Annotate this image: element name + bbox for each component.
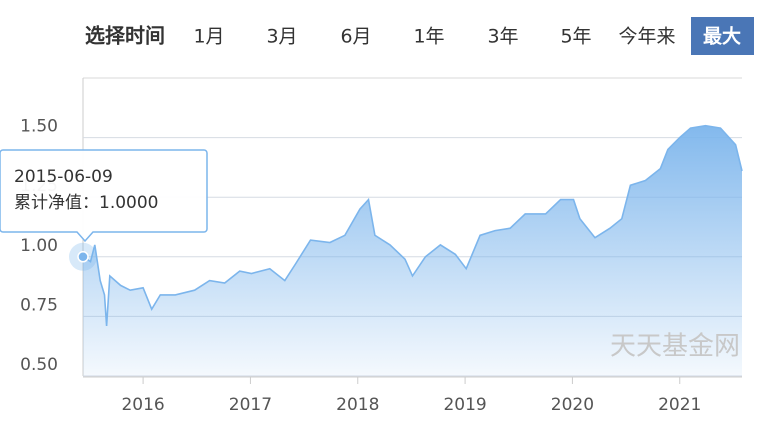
ui: 选择时间 1月 3月 6月 1年 3年 5年 今年来 最大 (85, 17, 754, 55)
time-option[interactable]: 3月 (266, 26, 297, 48)
tooltip-label: 累计净值： (14, 193, 99, 213)
x-tick-label: 2016 (121, 395, 164, 415)
tooltip-value: 1.0000 (99, 193, 158, 213)
time-option[interactable]: 6月 (340, 26, 371, 48)
controls-label: 选择时间 (85, 24, 165, 48)
y-tick-label: 0.50 (20, 355, 58, 375)
hover-point (77, 251, 89, 263)
x-tick-label: 2019 (443, 395, 486, 415)
tooltip-date: 2015-06-09 (14, 167, 113, 187)
tooltip-box (0, 149, 208, 243)
nav-line (82, 124, 743, 326)
time-option[interactable]: 1年 (413, 26, 444, 48)
time-option[interactable]: 3年 (487, 26, 518, 48)
tooltip-value-line: 累计净值：1.0000 (14, 193, 158, 213)
y-tick-label: 0.75 (20, 295, 58, 315)
x-tick-label: 2017 (229, 395, 272, 415)
time-option[interactable]: 最大 (703, 25, 741, 48)
y-tick-label: 1.50 (20, 117, 58, 137)
active-option-bg (691, 17, 754, 55)
time-option[interactable]: 今年来 (618, 26, 675, 48)
area-fill (83, 125, 742, 376)
plot: 0.500.751.001.251.5020162017201820192020… (0, 77, 743, 415)
x-tick-label: 2021 (658, 395, 701, 415)
watermark: 天天基金网 (610, 332, 740, 362)
y-tick-label: 1.00 (20, 236, 58, 256)
time-option[interactable]: 1月 (193, 26, 224, 48)
x-tick-label: 2018 (336, 395, 379, 415)
time-option[interactable]: 5年 (560, 26, 591, 48)
x-tick-label: 2020 (551, 395, 594, 415)
